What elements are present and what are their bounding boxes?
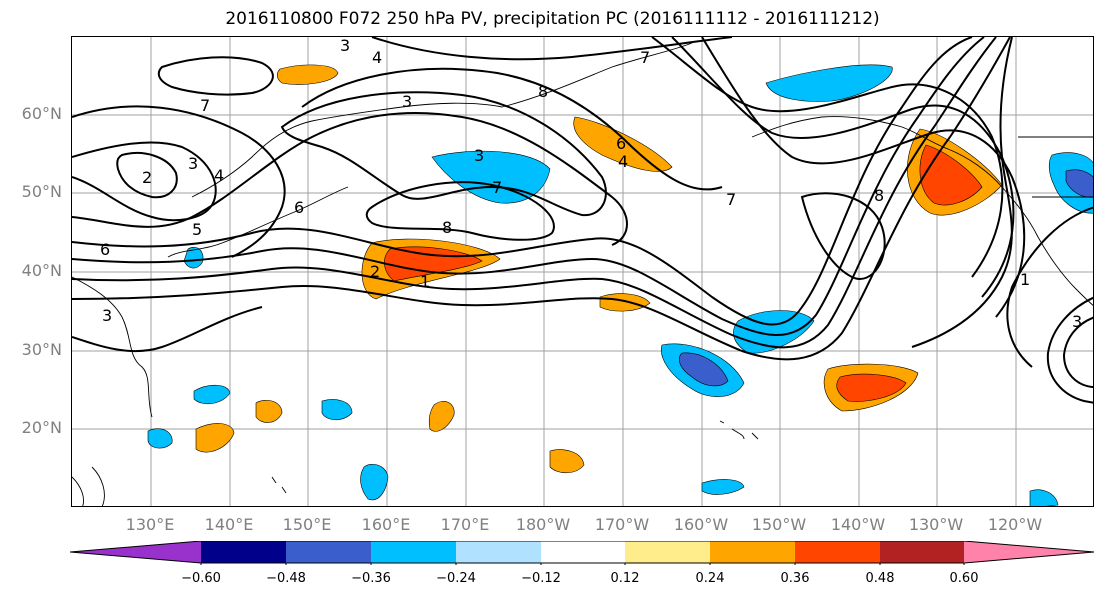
colorbar	[70, 541, 1095, 565]
colorbar-tick-label: 0.24	[695, 571, 725, 586]
lat-label-50n: 50°N	[21, 182, 62, 201]
colorbar-tick-label: 0.12	[610, 571, 640, 586]
contour-label: 8	[442, 218, 452, 237]
colorbar-segment	[371, 541, 456, 563]
positive-anomaly-aleutian-arc	[573, 116, 673, 172]
colorbar-extend-low	[70, 541, 201, 563]
contour-label: 7	[492, 178, 502, 197]
lon-label-140e: 140°E	[204, 515, 254, 534]
contour-label: 2	[142, 168, 152, 187]
map-title: 2016110800 F072 250 hPa PV, precipitatio…	[225, 9, 880, 29]
positive-anomaly-south-4	[599, 293, 651, 312]
contour-label: 3	[474, 146, 484, 165]
negative-anomaly-japan	[183, 246, 204, 269]
lon-label-170e: 170°E	[440, 515, 490, 534]
negative-anomaly-south-2	[321, 399, 353, 421]
colorbar-tick-marks	[200, 563, 965, 565]
lat-label-20n: 20°N	[21, 418, 62, 437]
lon-label-140w: 140°W	[830, 515, 886, 534]
colorbar-segment	[795, 541, 880, 563]
contour-label: 5	[192, 220, 202, 239]
lat-label-60n: 60°N	[21, 104, 62, 123]
contour-labels: 3 4 7 2 3 4 5 6 6 3 2 1 3 7 8 3 8 6 4 7 …	[100, 37, 1082, 331]
colorbar-tick-label: −0.36	[351, 571, 391, 586]
contour-label: 3	[1072, 312, 1082, 331]
positive-anomaly-south-2	[255, 400, 283, 423]
contour-label: 4	[372, 48, 382, 67]
negative-anomaly-hawaii-core	[679, 352, 729, 387]
lat-label-40n: 40°N	[21, 261, 62, 280]
lon-label-180w: 180°W	[515, 515, 571, 534]
colorbar-tick-label: −0.24	[436, 571, 476, 586]
negative-anomaly-south-5	[147, 428, 173, 449]
positive-anomaly-subtropical-core	[836, 373, 907, 402]
colorbar-tick-label: 0.60	[949, 571, 979, 586]
lon-label-120w: 120°W	[987, 515, 1043, 534]
colorbar-tick-label: −0.12	[521, 571, 561, 586]
positive-anomaly-gulf-alaska-core	[919, 144, 983, 206]
coastlines	[72, 42, 1093, 506]
colorbar-segment	[541, 541, 625, 563]
colorbar-segment	[625, 541, 710, 563]
contour-label: 1	[1020, 270, 1030, 289]
contour-label: 7	[726, 190, 736, 209]
negative-anomaly-south-1	[193, 384, 231, 405]
contour-label: 6	[100, 240, 110, 259]
lon-label-160e: 160°E	[361, 515, 411, 534]
precipitation-pc-shading	[147, 64, 1093, 506]
positive-anomaly-japan-sea	[276, 64, 339, 85]
contour-label: 8	[874, 186, 884, 205]
map-panel: 3 4 7 2 3 4 5 6 6 3 2 1 3 7 8 3 8 6 4 7 …	[71, 36, 1094, 507]
lon-label-170w: 170°W	[594, 515, 650, 534]
contour-label: 2	[370, 262, 380, 281]
colorbar-extend-high	[964, 541, 1094, 563]
lon-label-160w: 160°W	[673, 515, 729, 534]
lon-label-130w: 130°W	[908, 515, 964, 534]
colorbar-segment	[201, 541, 286, 563]
contour-label: 3	[188, 154, 198, 173]
colorbar-segment	[456, 541, 541, 563]
negative-anomaly-south-4	[701, 479, 745, 495]
contour-label: 7	[640, 48, 650, 67]
colorbar-tick-label: 0.48	[865, 571, 895, 586]
colorbar-tick-label: −0.60	[181, 571, 221, 586]
positive-anomaly-south-1	[195, 423, 235, 453]
negative-anomaly-east-core	[1065, 169, 1093, 198]
colorbar-segment	[710, 541, 795, 563]
map-canvas: 3 4 7 2 3 4 5 6 6 3 2 1 3 7 8 3 8 6 4 7 …	[72, 37, 1093, 506]
lat-label-30n: 30°N	[21, 340, 62, 359]
negative-anomaly-far-east-south	[1029, 489, 1059, 506]
contour-label: 6	[294, 198, 304, 217]
contour-label: 4	[214, 166, 224, 185]
contour-label: 8	[538, 82, 548, 101]
positive-anomaly-south-5	[549, 449, 585, 474]
colorbar-tick-label: 0.36	[780, 571, 810, 586]
negative-anomaly-south-3	[360, 464, 389, 501]
contour-label: 4	[618, 152, 628, 171]
lon-label-130e: 130°E	[125, 515, 175, 534]
contour-label: 7	[200, 96, 210, 115]
contour-label: 6	[616, 134, 626, 153]
contour-label: 3	[102, 306, 112, 325]
negative-anomaly-north-coast	[765, 64, 893, 102]
contour-label: 3	[402, 92, 412, 111]
contour-label: 1	[420, 272, 430, 291]
lon-label-150w: 150°W	[751, 515, 807, 534]
lon-label-150e: 150°E	[282, 515, 332, 534]
colorbar-segment	[286, 541, 371, 563]
colorbar-segment	[880, 541, 964, 563]
pv-contours	[72, 37, 1093, 404]
contour-label: 3	[340, 37, 350, 55]
positive-anomaly-south-3	[428, 401, 455, 432]
colorbar-tick-label: −0.48	[266, 571, 306, 586]
